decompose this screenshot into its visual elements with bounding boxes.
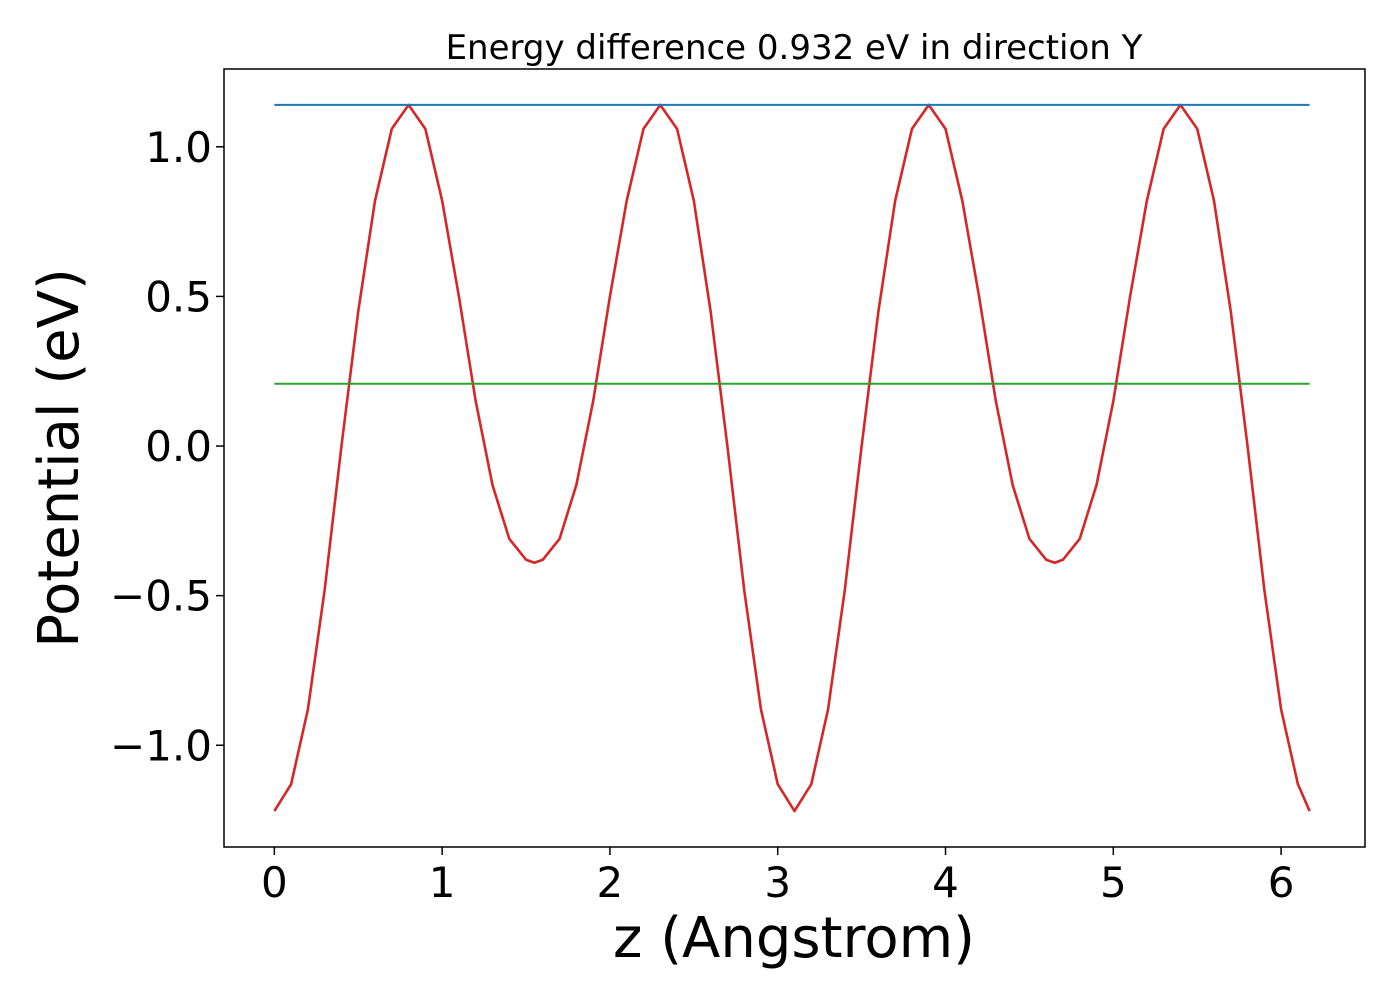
plot-frame [223,68,1366,848]
x-tick-label: 2 [597,858,624,907]
series-layer [273,103,1311,813]
x-tick-label: 1 [429,858,456,907]
x-axis-ticks: 0 1 2 3 4 5 6 [261,847,1294,907]
x-tick-label: 3 [764,858,791,907]
x-tick-label: 0 [261,858,288,907]
y-tick-label: 0.0 [145,422,212,471]
y-axis-label: Potential (eV) [27,268,92,648]
x-axis-label: z (Angstrom) [613,906,975,971]
chart-title: Energy difference 0.932 eV in direction … [446,28,1143,68]
y-axis-ticks: −1.0 −0.5 0.0 0.5 1.0 [110,123,224,770]
y-tick-label: −1.0 [110,721,212,770]
x-tick-label: 5 [1100,858,1127,907]
x-tick-label: 4 [932,858,959,907]
series-line-0 [273,103,1311,813]
x-tick-label: 6 [1268,858,1295,907]
y-tick-label: −0.5 [110,572,212,621]
y-tick-label: 1.0 [145,123,212,172]
y-tick-label: 0.5 [145,272,212,321]
